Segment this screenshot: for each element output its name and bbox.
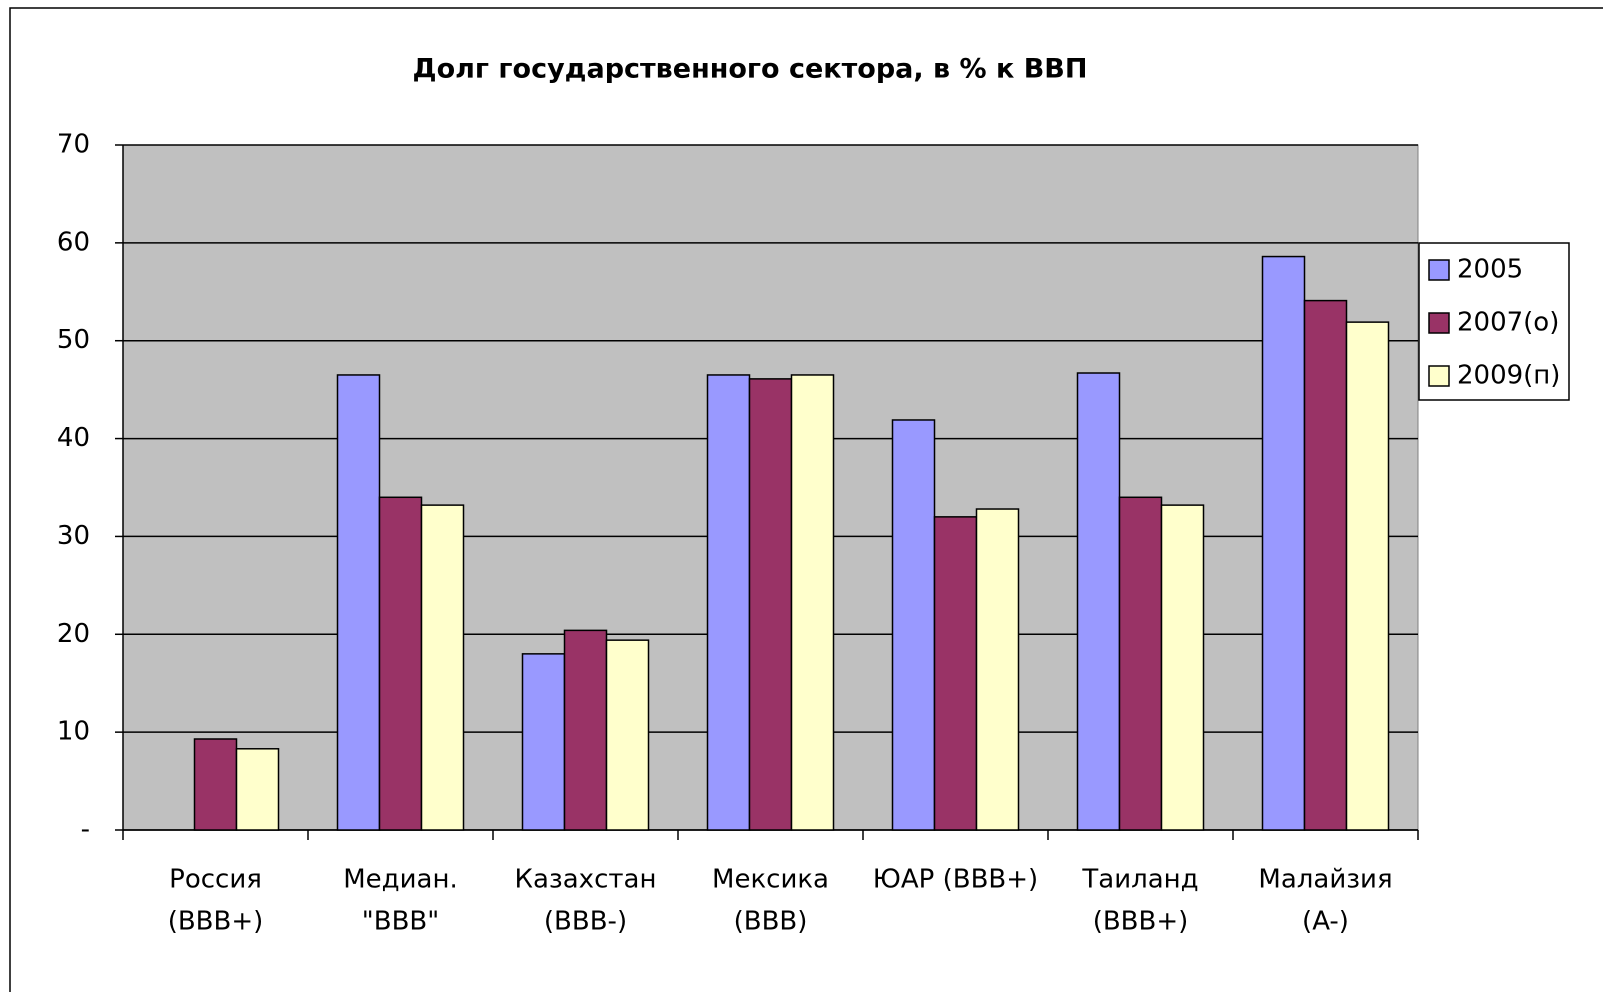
- bar: [563, 629, 608, 831]
- x-tick-label: (A-): [1302, 907, 1349, 937]
- x-tick-label: Казахстан: [515, 865, 657, 895]
- legend-label: 2009(п): [1457, 361, 1560, 391]
- bar: [521, 653, 566, 831]
- x-tick-label: ЮАР (BBB+): [873, 865, 1038, 895]
- x-tick-label: (BBB+): [168, 907, 264, 937]
- x-tick-label: Малайзия: [1258, 865, 1392, 895]
- bar: [1160, 504, 1205, 831]
- bar: [1345, 321, 1390, 831]
- bar: [336, 374, 381, 831]
- bar: [235, 748, 280, 831]
- y-tick-label: -: [81, 815, 90, 845]
- legend-swatch: [1428, 259, 1450, 281]
- x-tick-label: (BBB-): [544, 907, 627, 937]
- y-tick-label: 30: [57, 521, 90, 551]
- bar: [193, 738, 238, 831]
- x-tick-label: Мексика: [712, 865, 829, 895]
- x-tick-label: Таиланд: [1081, 865, 1198, 895]
- x-tick-label: Медиан.: [343, 865, 458, 895]
- legend-swatch: [1428, 312, 1450, 334]
- y-tick-label: 70: [57, 130, 90, 160]
- x-tick-label: (BBB+): [1093, 907, 1189, 937]
- x-tick-label: "BBB": [362, 907, 439, 937]
- bar: [605, 639, 650, 831]
- y-tick-label: 40: [57, 423, 90, 453]
- bar: [378, 496, 423, 831]
- chart-title: Долг государственного сектора, в % к ВВП: [413, 54, 1088, 85]
- bar: [891, 419, 936, 831]
- bar: [1303, 299, 1348, 831]
- legend-label: 2007(о): [1457, 308, 1559, 338]
- y-tick-label: 60: [57, 227, 90, 257]
- bar: [790, 374, 835, 831]
- bar: [1076, 372, 1121, 831]
- y-tick-label: 50: [57, 325, 90, 355]
- bar: [933, 516, 978, 831]
- y-tick-label: 10: [57, 717, 90, 747]
- bar: [748, 378, 793, 831]
- bar: [1118, 496, 1163, 831]
- y-tick-label: 20: [57, 619, 90, 649]
- x-tick-label: Россия: [169, 865, 262, 895]
- bar: [420, 504, 465, 831]
- bar: [1261, 255, 1306, 831]
- legend-swatch: [1428, 365, 1450, 387]
- x-tick-label: (BBB): [734, 907, 808, 937]
- bar: [706, 374, 751, 831]
- bar: [975, 508, 1020, 831]
- legend-label: 2005: [1457, 255, 1523, 285]
